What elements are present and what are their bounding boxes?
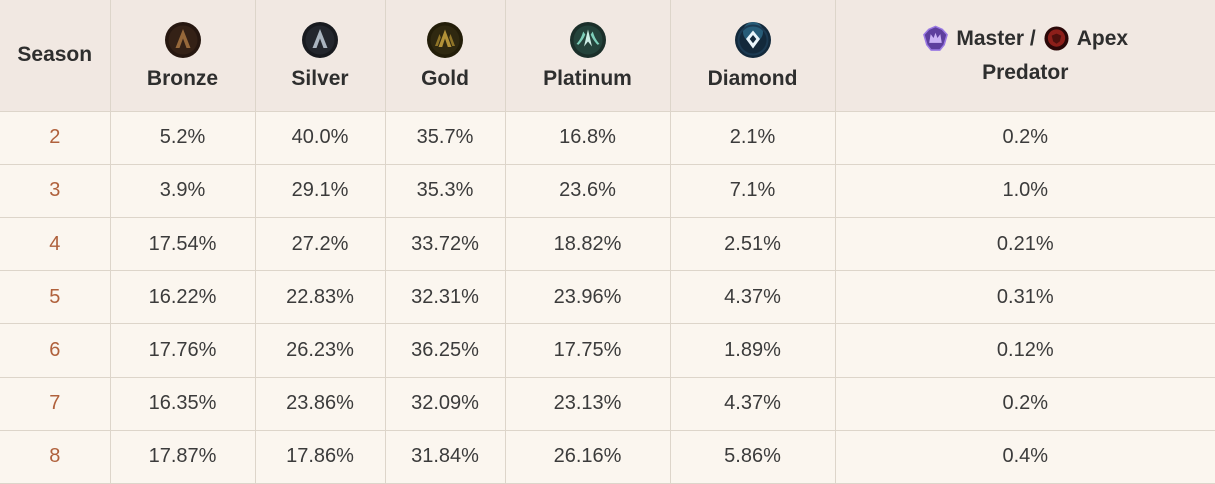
master-rank-icon [922,25,949,52]
table-header: Season Bronze [0,0,1215,112]
table-body: 2 5.2% 40.0% 35.7% 16.8% 2.1% 0.2% 3 3.9% 29.1… [0,111,1215,484]
platinum-column-header: Platinum [505,0,671,112]
percent-cell: 17.86% [255,430,386,484]
percent-cell: 23.13% [505,377,671,431]
season-header-label: Season [17,43,93,67]
percent-cell: 33.72% [385,217,506,272]
percent-cell: 7.1% [670,164,836,218]
percent-cell: 16.35% [110,377,256,431]
percent-cell: 18.82% [505,217,671,272]
header-row: Season Bronze [0,0,1215,112]
silver-label: Silver [291,66,349,90]
season-column-header: Season [0,0,111,112]
percent-cell: 16.22% [110,270,256,325]
percent-cell: 0.21% [835,217,1215,272]
percent-cell: 4.37% [670,377,836,431]
season-cell: 7 [0,377,111,431]
percent-cell: 32.09% [385,377,506,431]
silver-rank-icon [300,20,340,60]
season-cell: 4 [0,217,111,272]
percent-cell: 1.0% [835,164,1215,218]
percent-cell: 17.76% [110,323,256,378]
percent-cell: 0.2% [835,111,1215,165]
gold-rank-icon [425,20,465,60]
season-cell: 6 [0,323,111,378]
percent-cell: 36.25% [385,323,506,378]
percent-cell: 16.8% [505,111,671,165]
table-row: 5 16.22% 22.83% 32.31% 23.96% 4.37% 0.31% [0,270,1215,325]
percent-cell: 40.0% [255,111,386,165]
table-row: 8 17.87% 17.86% 31.84% 26.16% 5.86% 0.4% [0,430,1215,484]
predator-label: Predator [982,61,1069,85]
master-label: Master / [956,26,1036,50]
percent-cell: 29.1% [255,164,386,218]
table-row: 4 17.54% 27.2% 33.72% 18.82% 2.51% 0.21% [0,217,1215,272]
bronze-label: Bronze [146,66,219,90]
percent-cell: 0.31% [835,270,1215,325]
percent-cell: 17.54% [110,217,256,272]
percent-cell: 23.96% [505,270,671,325]
percent-cell: 0.4% [835,430,1215,484]
percent-cell: 5.2% [110,111,256,165]
diamond-column-header: Diamond [670,0,836,112]
percent-cell: 23.86% [255,377,386,431]
percent-cell: 2.1% [670,111,836,165]
percent-cell: 17.75% [505,323,671,378]
master-predator-column-header: Master / Apex Predator [835,0,1215,112]
percent-cell: 1.89% [670,323,836,378]
table-row: 2 5.2% 40.0% 35.7% 16.8% 2.1% 0.2% [0,111,1215,165]
percent-cell: 4.37% [670,270,836,325]
platinum-rank-icon [568,20,608,60]
season-cell: 5 [0,270,111,325]
percent-cell: 0.2% [835,377,1215,431]
season-cell: 2 [0,111,111,165]
percent-cell: 5.86% [670,430,836,484]
gold-column-header: Gold [385,0,506,112]
percent-cell: 23.6% [505,164,671,218]
diamond-label: Diamond [707,66,798,90]
percent-cell: 35.3% [385,164,506,218]
bronze-rank-icon [163,20,203,60]
percent-cell: 17.87% [110,430,256,484]
diamond-rank-icon [733,20,773,60]
silver-column-header: Silver [255,0,386,112]
percent-cell: 26.16% [505,430,671,484]
percent-cell: 35.7% [385,111,506,165]
percent-cell: 26.23% [255,323,386,378]
gold-label: Gold [421,66,469,90]
percent-cell: 3.9% [110,164,256,218]
apex-label: Apex [1076,26,1129,50]
table-row: 6 17.76% 26.23% 36.25% 17.75% 1.89% 0.12% [0,323,1215,378]
percent-cell: 22.83% [255,270,386,325]
percent-cell: 27.2% [255,217,386,272]
percent-cell: 2.51% [670,217,836,272]
percent-cell: 0.12% [835,323,1215,378]
percent-cell: 31.84% [385,430,506,484]
table-row: 7 16.35% 23.86% 32.09% 23.13% 4.37% 0.2% [0,377,1215,431]
bronze-column-header: Bronze [110,0,256,112]
percent-cell: 32.31% [385,270,506,325]
table-row: 3 3.9% 29.1% 35.3% 23.6% 7.1% 1.0% [0,164,1215,218]
season-cell: 3 [0,164,111,218]
predator-rank-icon [1043,25,1070,52]
platinum-label: Platinum [543,66,632,90]
season-cell: 8 [0,430,111,484]
